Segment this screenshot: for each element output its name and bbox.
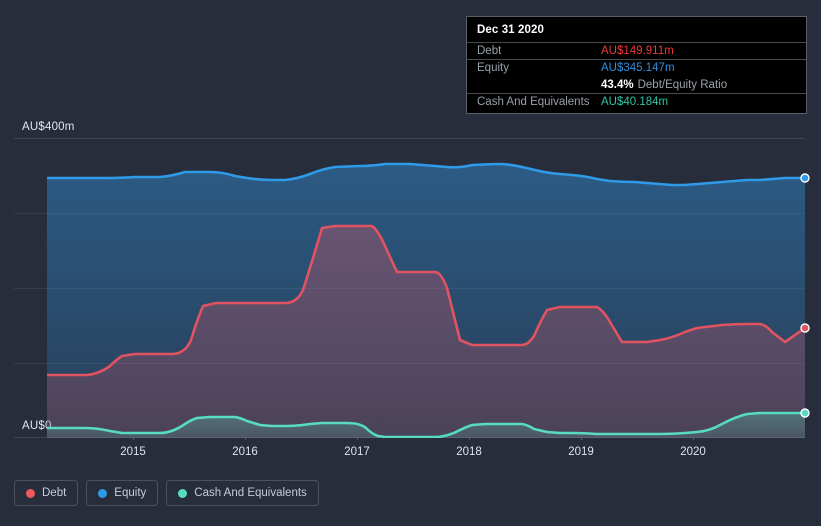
x-axis-label-2016: 2016 <box>232 446 258 458</box>
tooltip-label-equity: Equity <box>477 62 509 74</box>
tooltip-row-cash: Cash And Equivalents AU$40.184m <box>467 93 806 110</box>
legend-item-equity[interactable]: Equity <box>86 480 159 506</box>
debt-line <box>47 224 805 377</box>
tooltip-value-equity: AU$345.147m <box>601 62 675 74</box>
x-axis-label-2019: 2019 <box>568 446 594 458</box>
tooltip-value-ratio: 43.4% <box>601 78 634 91</box>
tooltip-row-equity: Equity AU$345.147m <box>467 59 806 76</box>
legend-item-cash[interactable]: Cash And Equivalents <box>166 480 319 506</box>
equity-line <box>47 162 805 187</box>
tooltip-date: Dec 31 2020 <box>477 24 544 36</box>
legend-dot-equity-icon <box>98 488 108 498</box>
tooltip-row-ratio: 43.4% Debt/Equity Ratio <box>467 76 806 93</box>
tooltip-label-ratio: Debt/Equity Ratio <box>637 78 728 91</box>
legend-label-cash: Cash And Equivalents <box>194 487 307 499</box>
chart-legend: Debt Equity Cash And Equivalents <box>14 480 319 506</box>
debt-endpoint-marker <box>800 323 810 333</box>
cash-endpoint-marker <box>800 408 810 418</box>
cash-area <box>47 413 805 438</box>
tooltip-label-debt: Debt <box>477 45 502 57</box>
x-axis-label-2018: 2018 <box>456 446 482 458</box>
x-axis-label-2015: 2015 <box>120 446 146 458</box>
legend-label-debt: Debt <box>42 487 67 499</box>
legend-item-debt[interactable]: Debt <box>14 480 79 506</box>
y-axis-label-max: AU$400m <box>22 121 75 133</box>
legend-dot-debt-icon <box>26 488 35 498</box>
chart-tooltip: Dec 31 2020 Debt AU$149.911m Equity AU$3… <box>466 16 807 114</box>
legend-dot-cash-icon <box>178 488 188 498</box>
tooltip-value-cash: AU$40.184m <box>601 96 669 108</box>
x-axis-ticks <box>133 438 694 440</box>
tooltip-label-cash: Cash And Equivalents <box>477 96 590 108</box>
financial-area-chart <box>14 138 810 440</box>
tooltip-value-debt: AU$149.911m <box>601 45 674 57</box>
equity-endpoint-marker <box>800 173 810 183</box>
x-axis-label-2020: 2020 <box>680 446 706 458</box>
legend-label-equity: Equity <box>114 487 147 499</box>
debt-area <box>47 226 805 438</box>
cash-line <box>47 411 805 438</box>
x-axis-label-2017: 2017 <box>344 446 370 458</box>
y-axis-label-zero: AU$0 <box>22 420 52 432</box>
tooltip-row-debt: Debt AU$149.911m <box>467 42 806 59</box>
